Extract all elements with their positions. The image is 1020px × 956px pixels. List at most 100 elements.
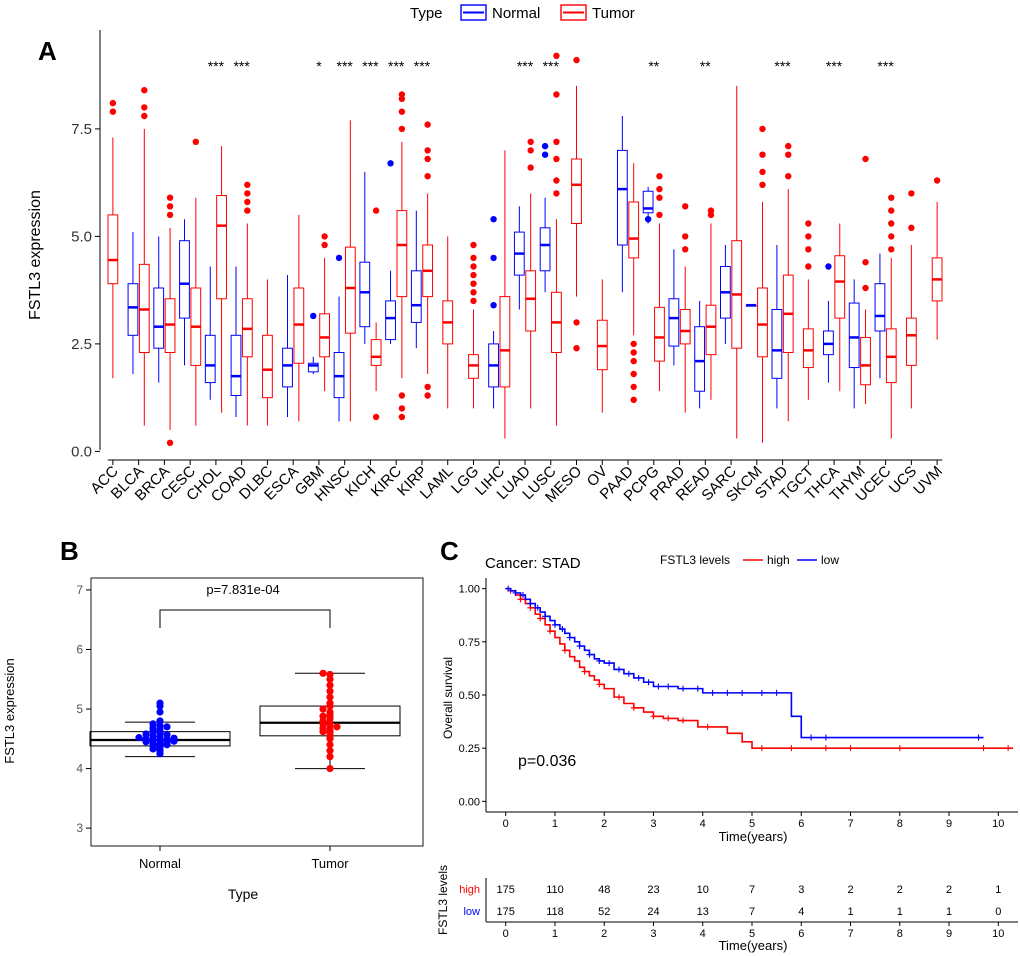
panel-a-ytick-label: 5.0 <box>71 228 92 245</box>
significance-mark: *** <box>362 58 379 74</box>
box-outlier <box>682 233 689 240</box>
box-iqr <box>771 309 783 379</box>
censor-mark-low <box>566 634 573 641</box>
box-outlier <box>470 241 477 249</box>
risk-count: 118 <box>546 906 564 918</box>
panel-b-point-normal <box>156 699 164 707</box>
box-outlier <box>490 254 497 262</box>
box-outlier <box>141 112 148 120</box>
box-CESC-normal <box>179 219 190 366</box>
censor-mark-high <box>980 745 987 752</box>
risk-count: 13 <box>697 906 709 918</box>
box-SKCM-tumor <box>757 125 768 443</box>
box-outlier <box>785 142 792 150</box>
box-iqr <box>757 287 768 358</box>
box-LIHC-tumor <box>499 150 511 439</box>
risk-xtick-label: 10 <box>992 928 1004 940</box>
box-outlier <box>630 357 637 365</box>
panel-b-point-normal <box>135 734 143 742</box>
box-PCPG-tumor <box>654 173 665 392</box>
panel-b-point-tumor <box>326 764 334 773</box>
panel-b-point-normal <box>163 723 171 731</box>
significance-mark: * <box>316 58 322 74</box>
risk-count: 0 <box>995 906 1001 918</box>
panel-b-point-tumor <box>319 705 327 713</box>
box-KIRP-normal <box>410 210 422 349</box>
box-STAD-normal <box>771 245 783 409</box>
panel-c-xtick-label: 3 <box>650 818 656 830</box>
significance-bracket <box>159 609 331 628</box>
panel-c-xtick-label: 10 <box>992 818 1004 830</box>
box-THCA-tumor <box>834 223 846 392</box>
box-iqr <box>153 287 165 349</box>
censor-mark-high <box>896 745 903 752</box>
box-outlier <box>470 271 477 279</box>
censor-mark-high <box>680 717 687 724</box>
panel-b-point-tumor <box>326 708 334 716</box>
box-iqr <box>860 336 871 386</box>
box-iqr <box>359 261 371 328</box>
censor-mark-high <box>537 615 544 622</box>
panel-label-c: C <box>440 536 459 566</box>
censor-mark-low <box>527 600 534 607</box>
box-MESO-tumor <box>571 56 582 352</box>
panel-c-ytick-label: 0.25 <box>459 743 480 755</box>
box-PCPG-normal <box>642 186 654 224</box>
risk-count: 175 <box>497 906 515 918</box>
type-legend: Type Normal Tumor <box>410 4 635 22</box>
box-outlier <box>805 246 812 253</box>
box-KIRC-normal <box>385 160 396 344</box>
panel-b-point-tumor <box>326 699 334 707</box>
panel-b-ytick-label: 4 <box>76 762 83 776</box>
panel-c-legend-high-label: high <box>767 553 790 567</box>
risk-count: 3 <box>798 884 804 896</box>
censor-mark-low <box>645 679 652 686</box>
censor-mark-high <box>596 681 603 688</box>
box-outlier <box>553 138 560 145</box>
box-outlier <box>398 91 406 98</box>
risk-count: 7 <box>749 884 755 896</box>
box-READ-tumor <box>705 207 717 400</box>
significance-mark: *** <box>774 58 791 74</box>
risk-row-label: high <box>459 884 480 896</box>
censor-mark-low <box>975 734 982 741</box>
box-THCA-normal <box>823 263 834 383</box>
box-PAAD-tumor <box>628 163 640 403</box>
panel-a-ytick-label: 7.5 <box>71 121 92 138</box>
box-iqr <box>107 214 119 285</box>
censor-mark-low <box>625 670 632 677</box>
box-iqr <box>628 201 640 259</box>
censor-mark-low <box>709 689 716 696</box>
legend-tumor-swatch <box>560 4 587 21</box>
censor-mark-low <box>822 734 829 741</box>
significance-mark: ** <box>700 58 711 74</box>
box-UCEC-normal <box>874 253 886 379</box>
box-iqr <box>230 334 242 396</box>
box-outlier <box>192 138 200 145</box>
survival-curve-high <box>505 587 1014 749</box>
panel-c-title: Cancer: STAD <box>485 555 581 572</box>
box-iqr <box>642 190 654 214</box>
significance-mark: *** <box>517 58 534 74</box>
box-outlier <box>470 254 477 262</box>
box-GBM-tumor <box>319 233 331 392</box>
box-iqr <box>179 240 190 319</box>
box-UCEC-tumor <box>885 194 897 439</box>
box-outlier <box>398 392 406 399</box>
censor-mark-low <box>616 666 622 673</box>
significance-mark: *** <box>543 58 560 74</box>
risk-count: 1 <box>995 884 1001 896</box>
panel-c-xtick-label: 1 <box>552 818 558 830</box>
risk-count: 10 <box>697 884 709 896</box>
box-iqr <box>874 283 886 332</box>
panel-b-point-normal <box>142 730 150 738</box>
box-outlier <box>424 155 431 163</box>
panel-c-xtick-label: 4 <box>700 818 706 830</box>
censor-mark-high <box>1005 745 1012 752</box>
panel-a-ylabel: FSTL3 expression <box>27 190 44 320</box>
risk-xtick-label: 0 <box>503 928 509 940</box>
box-outlier <box>398 108 406 115</box>
risk-count: 110 <box>546 884 564 896</box>
box-HNSC-normal <box>333 254 345 422</box>
